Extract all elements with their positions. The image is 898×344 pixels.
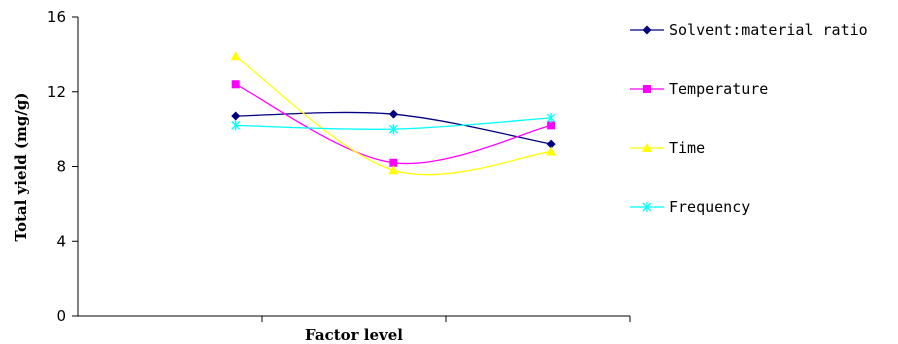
y-tick-label: 4: [56, 232, 66, 250]
y-axis-title: Total yield (mg/g): [12, 93, 30, 242]
chart-axes: [77, 17, 630, 317]
y-tick-label: 8: [56, 158, 66, 176]
series-layer: [230, 51, 557, 176]
x-axis-title: Factor level: [305, 326, 403, 344]
series-1: [231, 80, 556, 167]
y-tick-label: 0: [56, 307, 66, 325]
legend-marker: [642, 202, 652, 212]
series-3: [231, 112, 556, 135]
legend-item: Time: [630, 139, 705, 157]
series-2: [230, 51, 557, 176]
data-point: [388, 165, 399, 175]
legend-marker: [643, 85, 651, 93]
data-point: [231, 120, 241, 131]
legend: Solvent:material ratio Temperature Time Fre…: [630, 21, 868, 216]
y-tick-label: 16: [47, 8, 66, 26]
legend-marker: [642, 25, 652, 35]
data-point: [231, 80, 240, 89]
data-point: [547, 121, 556, 130]
series-0: [231, 109, 556, 149]
data-point: [388, 124, 398, 135]
data-point: [546, 139, 556, 149]
y-ticks: 0 4 8 12 16: [47, 8, 78, 325]
data-point: [231, 111, 241, 121]
data-point: [388, 109, 398, 119]
legend-item: Temperature: [630, 80, 768, 98]
legend-item: Solvent:material ratio: [630, 21, 868, 39]
legend-label: Solvent:material ratio: [669, 21, 868, 39]
legend-label: Time: [669, 139, 705, 157]
y-tick-label: 12: [47, 83, 66, 101]
data-point: [230, 51, 241, 61]
x-ticks: [261, 316, 631, 322]
data-point: [546, 112, 556, 123]
data-point: [389, 158, 398, 167]
legend-marker: [642, 143, 652, 152]
data-point: [546, 146, 557, 156]
legend-label: Frequency: [669, 198, 750, 216]
legend-item: Frequency: [630, 198, 750, 216]
legend-label: Temperature: [669, 80, 768, 98]
